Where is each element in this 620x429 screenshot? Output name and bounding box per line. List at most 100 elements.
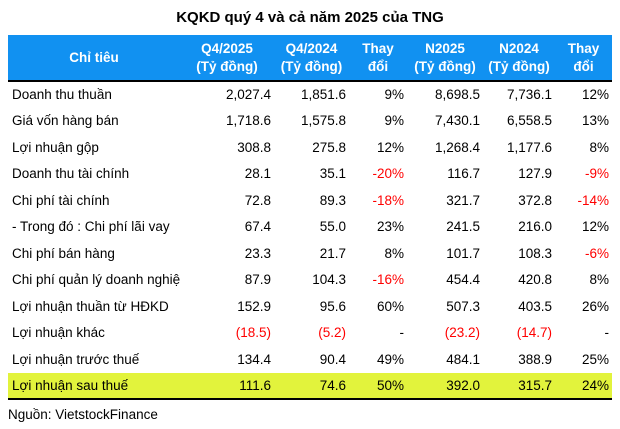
value-cell: 8%	[589, 272, 609, 288]
value-cell: 21.7	[319, 245, 346, 261]
value-cell: 28.1	[244, 166, 271, 182]
table-row: Lợi nhuận sau thuế 111.6 74.6 50% 392.0 315.7…	[8, 372, 612, 400]
row-label: Chi phí tài chính	[12, 192, 110, 208]
income-statement-table: Chỉ tiêu Q4/2025 (Tỷ đồng) Q4/2024 (Tỷ đồng)…	[8, 35, 612, 400]
value-cell: 275.8	[312, 139, 346, 155]
value-cell: -16%	[372, 272, 404, 288]
value-cell: (18.5)	[235, 325, 271, 341]
value-cell: 9%	[384, 87, 404, 103]
table-row: Lợi nhuận gộp 308.8 275.8 12% 1,268.4 1,177.6…	[8, 134, 612, 161]
row-label: Lợi nhuận sau thuế	[8, 372, 180, 400]
value-cell: 403.5	[518, 298, 552, 314]
value-cell: 116.7	[447, 166, 480, 182]
value-cell: 24%	[555, 372, 612, 400]
row-label: Lợi nhuận thuần từ HĐKD	[12, 298, 169, 314]
value-cell: 315.7	[483, 372, 555, 400]
value-cell: 8,698.5	[434, 87, 480, 103]
column-header: N2024 (Tỷ đồng)	[483, 35, 555, 82]
value-cell: 25%	[581, 351, 609, 367]
column-header: Chỉ tiêu	[8, 35, 180, 82]
row-label: - Trong đó : Chi phí lãi vay	[12, 219, 170, 235]
value-cell: 308.8	[237, 139, 271, 155]
value-cell: 9%	[384, 113, 404, 129]
value-cell: 454.4	[446, 272, 480, 288]
value-cell: -18%	[372, 192, 404, 208]
table-row: Lợi nhuận thuần từ HĐKD 152.9 95.6 60% 507.3…	[8, 293, 612, 320]
value-cell: 111.6	[180, 372, 274, 400]
value-cell: 7,430.1	[434, 113, 480, 129]
value-cell: 321.7	[446, 192, 480, 208]
value-cell: 60%	[376, 298, 404, 314]
value-cell: 8%	[589, 139, 609, 155]
value-cell: 74.6	[274, 372, 349, 400]
value-cell: (23.2)	[444, 325, 480, 341]
value-cell: 392.0	[407, 372, 483, 400]
value-cell: 95.6	[319, 298, 346, 314]
value-cell: 67.4	[244, 219, 271, 235]
value-cell: (14.7)	[516, 325, 552, 341]
column-header: Q4/2025 (Tỷ đồng)	[180, 35, 274, 82]
value-cell: 89.3	[319, 192, 346, 208]
value-cell: 12%	[581, 219, 609, 235]
value-cell: 72.8	[244, 192, 271, 208]
table-row: Lợi nhuận khác (18.5) (5.2) - (23.2) (14.7) -	[8, 320, 612, 347]
value-cell: 388.9	[518, 351, 552, 367]
table-row: Doanh thu thuần 2,027.4 1,851.6 9% 8,698.5 7,…	[8, 81, 612, 108]
table-row: Giá vốn hàng bán 1,718.6 1,575.8 9% 7,430.1 6…	[8, 108, 612, 135]
value-cell: 8%	[384, 245, 404, 261]
value-cell: 484.1	[446, 351, 480, 367]
value-cell: 152.9	[237, 298, 271, 314]
value-cell: 108.3	[518, 245, 552, 261]
table-row: Chi phí bán hàng 23.3 21.7 8% 101.7 108.3 -6%	[8, 240, 612, 267]
value-cell: 23.3	[244, 245, 271, 261]
column-header: N2025 (Tỷ đồng)	[407, 35, 483, 82]
row-label: Doanh thu tài chính	[12, 166, 130, 182]
value-cell: 55.0	[319, 219, 346, 235]
value-cell: 372.8	[518, 192, 552, 208]
value-cell: 241.5	[446, 219, 480, 235]
column-header: Q4/2024 (Tỷ đồng)	[274, 35, 349, 82]
value-cell: 12%	[581, 87, 609, 103]
value-cell: 1,268.4	[434, 139, 480, 155]
value-cell: 87.9	[244, 272, 271, 288]
table-row: Chi phí tài chính 72.8 89.3 -18% 321.7 372.8 -…	[8, 187, 612, 214]
value-cell: 127.9	[518, 166, 552, 182]
value-cell: 1,177.6	[506, 139, 552, 155]
row-label: Chi phí bán hàng	[12, 245, 115, 261]
value-cell: 12%	[376, 139, 404, 155]
value-cell: 101.7	[446, 245, 480, 261]
page-title: KQKD quý 4 và cả năm 2025 của TNG	[176, 9, 444, 26]
value-cell: 13%	[581, 113, 609, 129]
value-cell: 7,736.1	[506, 87, 552, 103]
value-cell: -6%	[584, 245, 609, 261]
value-cell: -20%	[372, 166, 404, 182]
header-row: Chỉ tiêu Q4/2025 (Tỷ đồng) Q4/2024 (Tỷ đồng)…	[8, 35, 612, 82]
column-header: Thay đổi	[349, 35, 407, 82]
row-label: Lợi nhuận trước thuế	[12, 351, 140, 367]
value-cell: 216.0	[518, 219, 552, 235]
value-cell: -	[604, 325, 610, 341]
row-label: Chi phí quản lý doanh nghiệp	[12, 272, 180, 288]
source-note: Nguồn: VietstockFinance	[8, 407, 158, 422]
table-row: Chi phí quản lý doanh nghiệp 87.9 104.3 -16…	[8, 267, 612, 294]
table-row: Lợi nhuận trước thuế 134.4 90.4 49% 484.1 388…	[8, 346, 612, 373]
row-label: Lợi nhuận gộp	[12, 139, 99, 155]
value-cell: 35.1	[319, 166, 346, 182]
value-cell: 1,718.6	[225, 113, 271, 129]
value-cell: 23%	[376, 219, 404, 235]
table-row: - Trong đó : Chi phí lãi vay 67.4 55.0 23% 2…	[8, 214, 612, 241]
value-cell: 49%	[376, 351, 404, 367]
row-label: Doanh thu thuần	[12, 87, 112, 103]
value-cell: 50%	[349, 372, 407, 400]
table-header: Chỉ tiêu Q4/2025 (Tỷ đồng) Q4/2024 (Tỷ đồng)…	[8, 35, 612, 82]
column-header: Thay đổi	[555, 35, 612, 82]
value-cell: 104.3	[312, 272, 346, 288]
value-cell: -14%	[577, 192, 609, 208]
value-cell: 6,558.5	[506, 113, 552, 129]
value-cell: 2,027.4	[225, 87, 271, 103]
row-label: Lợi nhuận khác	[12, 325, 105, 341]
value-cell: 134.4	[237, 351, 271, 367]
value-cell: 26%	[581, 298, 609, 314]
value-cell: 507.3	[446, 298, 480, 314]
